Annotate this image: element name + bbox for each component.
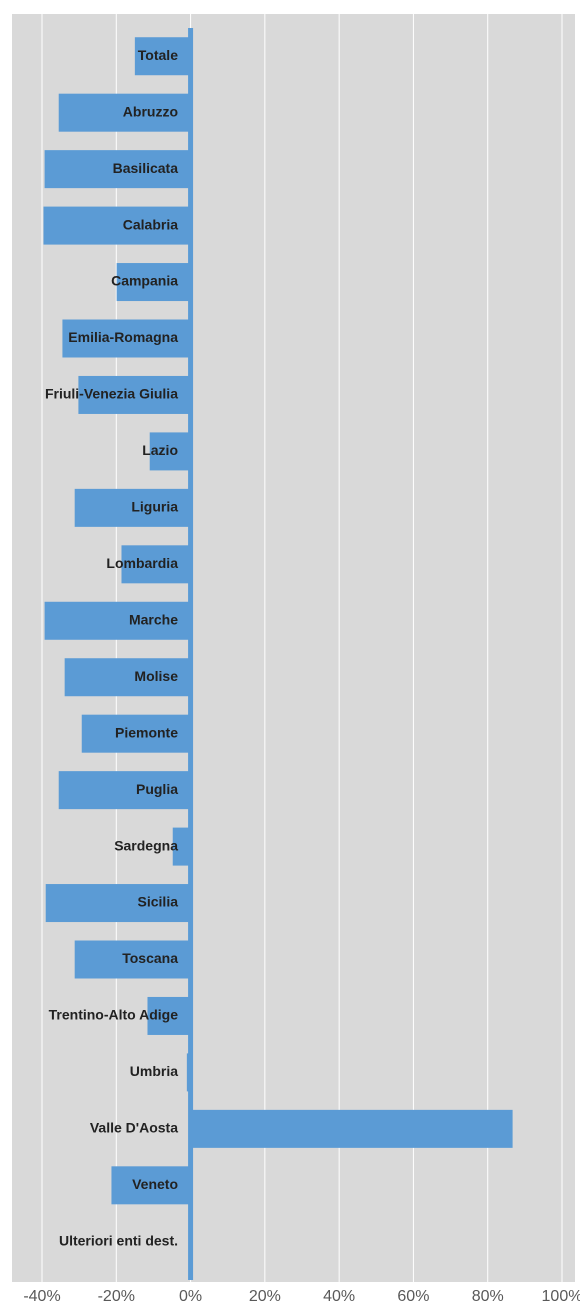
bar bbox=[58, 771, 191, 810]
bar bbox=[149, 432, 191, 471]
y-tick-label: Calabria bbox=[123, 216, 178, 232]
bar bbox=[45, 884, 191, 923]
bar bbox=[58, 93, 191, 132]
y-tick-label: Friuli-Venezia Giulia bbox=[45, 386, 178, 402]
x-tick-label: 100% bbox=[542, 1288, 580, 1305]
y-tick-label: Puglia bbox=[136, 781, 178, 797]
bar bbox=[81, 714, 191, 753]
x-tick-label: 40% bbox=[323, 1288, 355, 1305]
x-tick-label: 20% bbox=[249, 1288, 281, 1305]
y-tick-label: Campania bbox=[111, 273, 178, 289]
y-tick-label: Piemonte bbox=[115, 724, 178, 740]
y-tick-label: Basilicata bbox=[113, 160, 179, 176]
x-tick-label: -40% bbox=[23, 1288, 60, 1305]
y-tick-label: Emilia-Romagna bbox=[68, 329, 178, 345]
y-tick-label: Toscana bbox=[122, 950, 178, 966]
bar bbox=[172, 827, 191, 866]
y-tick-label: Lombardia bbox=[106, 555, 178, 571]
bar bbox=[121, 545, 191, 584]
bar bbox=[43, 206, 191, 245]
x-tick-label: 80% bbox=[472, 1288, 504, 1305]
bar bbox=[62, 319, 191, 358]
plot-background bbox=[12, 14, 575, 1282]
bar bbox=[64, 658, 191, 697]
y-tick-label: Valle D'Aosta bbox=[90, 1120, 178, 1136]
y-tick-label: Totale bbox=[138, 47, 178, 63]
y-tick-label: Molise bbox=[134, 668, 178, 684]
bar bbox=[134, 37, 191, 76]
bar bbox=[44, 601, 191, 640]
x-tick-label: 60% bbox=[397, 1288, 429, 1305]
y-tick-label: Sardegna bbox=[114, 837, 178, 853]
bar bbox=[116, 263, 191, 302]
bar bbox=[44, 150, 191, 189]
y-tick-label: Abruzzo bbox=[123, 103, 178, 119]
bar bbox=[74, 488, 191, 527]
y-tick-label: Trentino-Alto Adige bbox=[49, 1007, 179, 1023]
y-tick-label: Marche bbox=[129, 611, 178, 627]
bar bbox=[111, 1166, 191, 1205]
bar bbox=[147, 996, 191, 1035]
y-tick-label: Ulteriori enti dest. bbox=[59, 1232, 178, 1248]
y-tick-label: Veneto bbox=[132, 1176, 178, 1192]
x-tick-label: 0% bbox=[179, 1288, 202, 1305]
bar bbox=[190, 1109, 513, 1148]
y-tick-label: Lazio bbox=[142, 442, 178, 458]
y-tick-label: Sicilia bbox=[138, 894, 179, 910]
bar bbox=[74, 940, 191, 979]
y-tick-label: Liguria bbox=[131, 499, 178, 515]
bar bbox=[78, 375, 191, 414]
x-tick-label: -20% bbox=[98, 1288, 135, 1305]
y-tick-label: Umbria bbox=[130, 1063, 178, 1079]
